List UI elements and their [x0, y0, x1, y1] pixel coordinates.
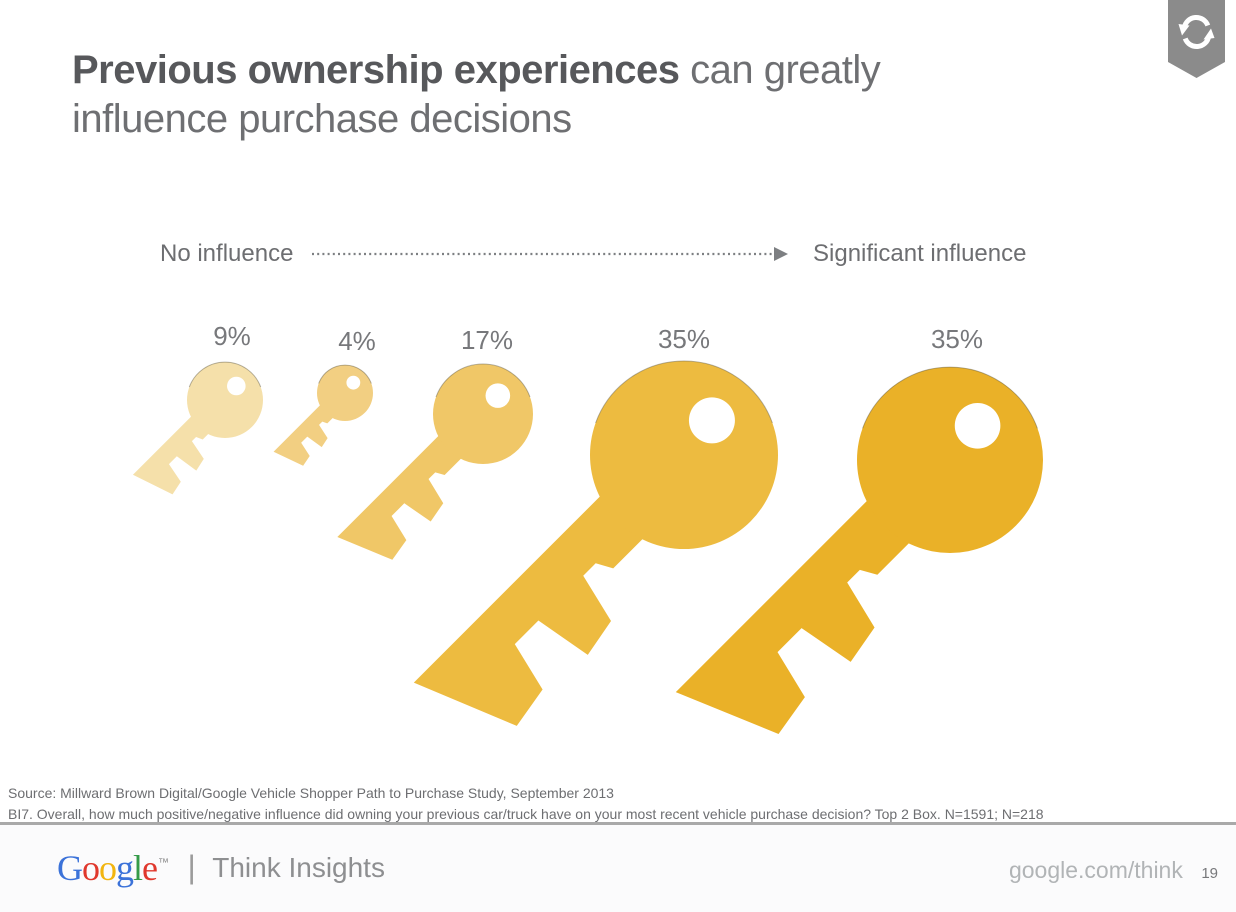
- trademark-symbol: ™: [158, 857, 169, 869]
- page-number: 19: [1201, 865, 1218, 882]
- title-line1: Previous ownership experiences can great…: [72, 46, 881, 95]
- key-icon: 35%: [675, 324, 1043, 735]
- title-line2: influence purchase decisions: [72, 97, 572, 141]
- axis-label-significant-influence: Significant influence: [813, 240, 1027, 267]
- refresh-arrowhead-right: [1203, 28, 1215, 40]
- footer-separator: [0, 822, 1236, 825]
- percent-label: 35%: [931, 324, 983, 354]
- key-hole: [688, 397, 735, 444]
- logo-divider: |: [187, 849, 196, 885]
- logo-letter: o: [99, 848, 117, 888]
- page-title: Previous ownership experiences can great…: [72, 46, 881, 144]
- key-icon: 35%: [413, 324, 778, 726]
- logo-letter: o: [82, 848, 100, 888]
- percent-label: 9%: [213, 321, 251, 351]
- logo-letter: e: [142, 848, 158, 888]
- think-insights-brand: Think Insights: [212, 852, 385, 883]
- footnotes: Source: Millward Brown Digital/Google Ve…: [8, 783, 1044, 825]
- keys-layer: 9% 4% 17% 35% 35%: [132, 321, 1043, 735]
- title-bold-text: Previous ownership experiences: [72, 48, 680, 92]
- refresh-icon: [1181, 14, 1212, 50]
- title-light-text: can greatly: [679, 48, 881, 92]
- key-hole: [346, 375, 361, 390]
- percent-label: 35%: [658, 324, 710, 354]
- key-hole: [485, 383, 511, 408]
- badge-pennant: [1168, 0, 1225, 78]
- axis-label-no-influence: No influence: [160, 240, 294, 267]
- footer-bar: Google™ | Think Insights google.com/thin…: [0, 825, 1236, 912]
- influence-axis-arrow: [312, 247, 788, 261]
- percent-label: 4%: [338, 326, 376, 356]
- key-hole: [954, 402, 1001, 449]
- key-icon: 4%: [273, 326, 376, 466]
- key-icon: 17%: [337, 325, 533, 560]
- key-icon: 9%: [132, 321, 263, 495]
- key-hole: [227, 376, 246, 396]
- question-note: BI7. Overall, how much positive/negative…: [8, 806, 1044, 822]
- corner-badge: [1168, 0, 1225, 78]
- footer-right: google.com/think 19: [1009, 857, 1218, 884]
- refresh-arrowhead-left: [1178, 24, 1190, 36]
- logo-letter: l: [133, 848, 143, 888]
- footer-url: google.com/think: [1008, 857, 1183, 883]
- source-note: Source: Millward Brown Digital/Google Ve…: [8, 785, 614, 801]
- google-logo: Google: [57, 848, 158, 888]
- logo-letter: G: [57, 848, 83, 888]
- percent-label: 17%: [461, 325, 513, 355]
- logo-letter: g: [116, 848, 134, 888]
- footer-branding: Google™ | Think Insights: [57, 847, 385, 889]
